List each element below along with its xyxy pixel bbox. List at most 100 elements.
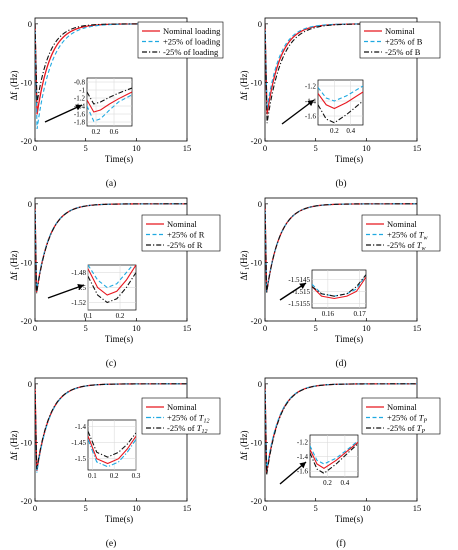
y-axis-label: Δf 1(Hz) [239,70,251,100]
chart-panel: 0 5 10 15 0 -10 -20 Time(s) Δf 1(Hz) (d) 0.16 0.17 -… [239,197,441,369]
inset-series-line [88,439,136,468]
inset-series-line [310,443,358,475]
inset-series-line [88,435,136,465]
y-tick-label: -20 [21,316,32,326]
legend-box [361,214,441,252]
x-axis-label: Time(s) [105,514,133,524]
inset-x-tick-label: 0.17 [354,310,367,318]
x-tick-label: 5 [314,503,318,513]
x-tick-label: 0 [263,503,267,513]
y-tick-label: 0 [28,19,32,29]
inset-series-line [318,85,363,102]
inset-series-line [88,265,136,296]
chart-panel: 0 5 10 15 0 -10 -20 Time(s) Δf 1(Hz) (b) 0.2 0.4 -1.… [239,17,441,189]
x-axis-label: Time(s) [335,334,363,344]
chart-panel: 0 5 10 15 0 -10 -20 Time(s) Δf 1(Hz) (a) 0.2 0.6 -0.… [9,17,224,189]
inset-y-tick-label: -1.8 [74,119,86,127]
legend: Nominal+25% of T12-25% of T12 [141,397,221,435]
zoom-arrow-head [299,283,306,289]
inset-y-tick-label: -1.5 [75,455,87,463]
x-tick-label: 10 [362,503,371,513]
x-tick-label: 5 [84,323,88,333]
x-tick-label: 15 [183,323,192,333]
y-tick-label: -10 [251,77,262,87]
inset-series-line [310,441,358,469]
inset-y-tick-label: -1 [79,87,85,95]
legend-label: +25% of TP [387,413,427,425]
y-tick-label: -20 [251,316,262,326]
zoom-arrow [44,104,83,123]
inset-frame [86,77,133,127]
inset-x-tick-label: 0.3 [132,472,141,480]
zoom-arrow-head [299,462,306,469]
legend-box [137,21,224,59]
legend-label: +25% of Tw [387,230,427,242]
x-tick-label: 10 [132,143,141,153]
x-tick-label: 5 [84,503,88,513]
inset-frame [309,434,359,478]
inset-plot: 0.1 0.2 0.3 -1.4 -1.45 -1.5 [71,419,141,480]
inset-x-tick-label: 0.4 [346,127,355,135]
series-line [265,23,417,109]
inset-series-line [312,276,366,300]
legend-label: +25% of R [167,230,205,240]
series-line [265,383,417,476]
inset-frame [311,269,367,309]
inset-y-tick-label: -1.2 [297,439,309,447]
x-axis-label: Time(s) [105,154,133,164]
inset-y-tick-label: -1.515 [292,288,311,296]
y-axis-label: Δf 1(Hz) [9,250,21,280]
panel-label: (b) [335,178,346,189]
series-line [265,383,417,471]
inset-y-tick-label: -1.52 [71,299,86,307]
legend-label: -25% of R [167,240,203,250]
inset-series-line [87,94,132,122]
x-axis-label: Time(s) [335,514,363,524]
inset-y-tick-label: -1.5155 [288,300,310,308]
inset-series-line [310,440,358,465]
y-tick-label: -20 [251,136,262,146]
inset-series-line [87,91,132,113]
inset-x-tick-label: 0.1 [88,472,97,480]
zoom-arrow-head [75,104,82,111]
y-axis-label: Δf 1(Hz) [239,430,251,460]
x-tick-label: 15 [413,503,422,513]
legend-box [359,21,441,59]
x-tick-label: 0 [263,143,267,153]
legend-label: Nominal [387,219,417,229]
chart-panel: 0 5 10 15 0 -10 -20 Time(s) Δf 1(Hz) (f) 0.2 0.4 -1.… [239,377,441,549]
x-axis-label: Time(s) [335,154,363,164]
x-axis-label: Time(s) [105,334,133,344]
series-line [35,203,187,291]
inset-x-tick-label: 0.2 [116,312,125,320]
legend-box [141,214,221,252]
inset-y-tick-label: -0.8 [74,79,86,87]
legend-label: Nominal [167,219,197,229]
chart-panel: 0 5 10 15 0 -10 -20 Time(s) Δf 1(Hz) (c) 0.1 0.2 -1.… [9,197,221,369]
zoom-arrow [47,284,85,299]
inset-series-line [318,91,363,110]
inset-y-tick-label: -1.45 [71,439,86,447]
series-line [35,203,187,294]
legend: Nominal+25% of Tw-25% of Tw [361,214,441,252]
inset-x-tick-label: 0.1 [84,312,93,320]
x-tick-label: 0 [263,323,267,333]
inset-y-tick-label: -1.2 [305,83,317,91]
x-tick-label: 0 [33,503,37,513]
inset-x-tick-label: 0.4 [341,479,350,487]
inset-series-line [87,87,132,105]
inset-x-tick-label: 0.2 [323,479,332,487]
inset-plot: 0.2 0.4 -1.2 -1.4 -1.6 [297,434,359,487]
legend-label: Nominal loading [163,26,221,36]
zoom-arrow-head [307,100,314,107]
legend-label: -25% of T12 [167,423,207,435]
x-tick-label: 15 [183,503,192,513]
inset-plot: 0.10.2-1.48-1.5-1.52 [71,264,137,320]
legend-label: -25% of Tw [387,240,426,252]
panel-label: (a) [106,178,117,189]
y-tick-label: 0 [258,199,262,209]
inset-series-line [88,265,134,289]
y-tick-label: -20 [21,136,32,146]
legend: Nominal+25% of B-25% of B [359,21,441,59]
